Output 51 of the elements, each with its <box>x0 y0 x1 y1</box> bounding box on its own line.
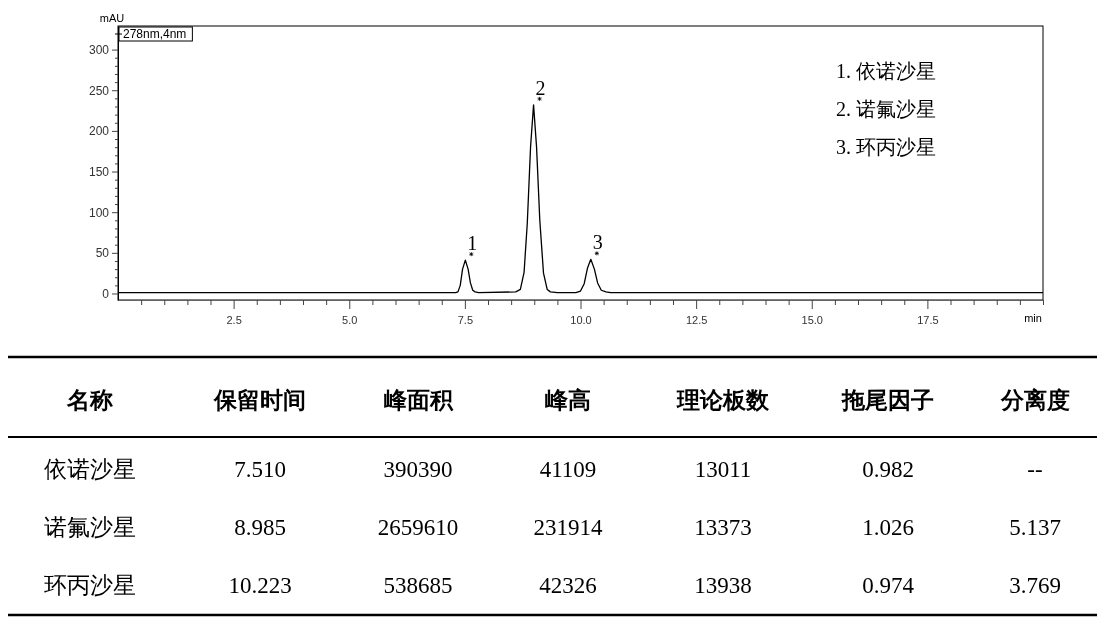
category-label: 诺氟沙星 <box>44 515 136 540</box>
category-label: 名称 <box>66 388 113 413</box>
text: 2659610 <box>377 515 459 540</box>
y-tick-label: 250 <box>88 83 110 98</box>
x-tick-label: 7.5 <box>457 314 474 327</box>
annotation: 1 <box>467 232 478 255</box>
text: 5.137 <box>1009 515 1061 540</box>
y-tick-label: 50 <box>95 246 110 261</box>
text: 13938 <box>694 573 752 598</box>
text: 41109 <box>539 457 597 482</box>
category-label: 依诺沙星 <box>44 457 136 482</box>
category-label: 峰高 <box>545 387 591 413</box>
text: 1.026 <box>862 515 914 540</box>
category-label: 拖尾因子 <box>841 388 934 413</box>
category-label: 保留时间 <box>213 388 306 413</box>
y-tick-label: 300 <box>88 42 110 57</box>
y-tick-label: 200 <box>88 124 110 139</box>
text: 3.769 <box>1009 573 1061 598</box>
annotation: 2. 诺氟沙星 <box>836 98 936 120</box>
text: -- <box>1027 457 1043 482</box>
text: 538685 <box>383 573 453 598</box>
category-label: 环丙沙星 <box>44 573 136 598</box>
text: 0.982 <box>862 457 914 482</box>
text: 10.223 <box>228 573 292 598</box>
text: 13373 <box>694 515 752 540</box>
x-tick-label: 2.5 <box>226 314 242 327</box>
category-label: 理论板数 <box>676 388 770 413</box>
y-tick-label: 100 <box>88 205 110 220</box>
x-tick-label: 15.0 <box>801 314 823 327</box>
category-label: 峰面积 <box>383 388 454 413</box>
x-tick-label: 17.5 <box>917 314 939 327</box>
text: 231914 <box>533 515 603 540</box>
text: 278nm,4nm <box>123 27 187 41</box>
x-tick-label: 5.0 <box>342 314 358 327</box>
annotation: 1. 依诺沙星 <box>836 60 936 82</box>
x-tick-label: 12.5 <box>685 314 708 327</box>
y-tick-label: 150 <box>88 164 110 179</box>
annotation: 2 <box>535 76 546 99</box>
y-axis-title: mAU <box>99 12 125 24</box>
annotation: 3 <box>592 231 603 254</box>
category-label: 分离度 <box>999 387 1070 413</box>
text: 8.985 <box>234 515 286 540</box>
x-tick-label: 10.0 <box>570 314 592 327</box>
text: 7.510 <box>234 457 286 482</box>
text: 0.974 <box>862 573 914 598</box>
text: 390390 <box>383 457 453 482</box>
x-axis-title: min <box>1024 312 1042 324</box>
text: 13011 <box>694 457 752 482</box>
text: 42326 <box>539 573 597 598</box>
annotation: 3. 环丙沙星 <box>836 136 936 158</box>
y-tick-label: 0 <box>102 286 110 301</box>
